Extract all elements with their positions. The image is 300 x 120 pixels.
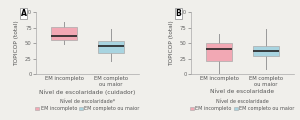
- Y-axis label: TOPICOP (total): TOPICOP (total): [169, 20, 174, 66]
- X-axis label: Nível de escolaridade (cuidador): Nível de escolaridade (cuidador): [39, 89, 136, 95]
- Bar: [206, 43, 232, 61]
- Bar: [98, 41, 124, 53]
- Y-axis label: TOPICOP (total): TOPICOP (total): [14, 20, 19, 66]
- X-axis label: Nível de escolaridade: Nível de escolaridade: [210, 89, 274, 94]
- Legend: EM incompleto, EM completo ou maior: EM incompleto, EM completo ou maior: [188, 97, 296, 113]
- Bar: [51, 27, 77, 40]
- Bar: [253, 46, 279, 56]
- Text: B: B: [175, 9, 181, 18]
- Legend: EM incompleto, EM completo ou maior: EM incompleto, EM completo ou maior: [33, 97, 142, 113]
- Text: A: A: [20, 9, 26, 18]
